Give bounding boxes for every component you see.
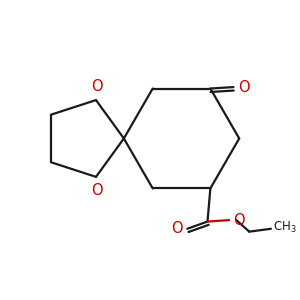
Text: O: O [92, 79, 103, 94]
Text: O: O [238, 80, 250, 94]
Text: O: O [171, 221, 183, 236]
Text: O: O [233, 213, 245, 228]
Text: O: O [92, 183, 103, 198]
Text: CH$_3$: CH$_3$ [273, 220, 297, 235]
